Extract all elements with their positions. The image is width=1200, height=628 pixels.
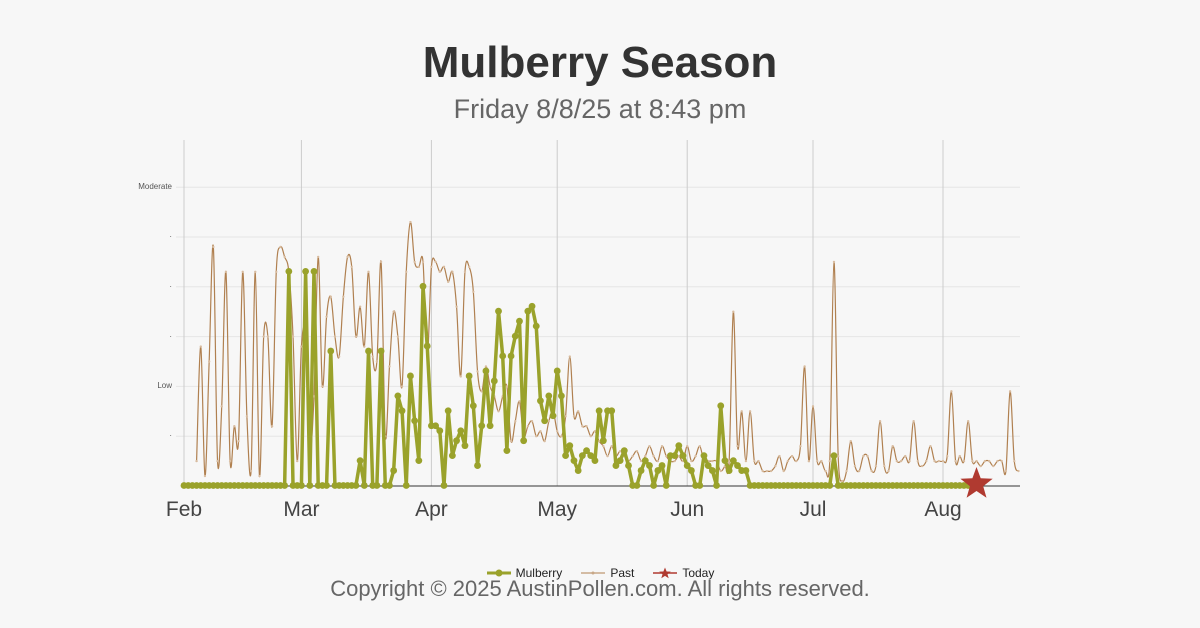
y-tick-label: · (169, 281, 172, 291)
y-tick-label: · (169, 431, 172, 441)
legend-item-mulberry[interactable]: Mulberry (486, 566, 563, 580)
x-tick-label: Feb (165, 498, 203, 521)
x-tick-label: Apr (415, 498, 448, 521)
today-star-icon (960, 467, 993, 498)
past-line-icon (581, 571, 606, 575)
x-tick-label: Mar (283, 498, 320, 521)
mulberry-line-icon (486, 569, 511, 577)
legend: Mulberry Past Today (0, 566, 1200, 580)
today-star-legend-icon (653, 567, 678, 579)
y-tick-label: · (169, 331, 172, 341)
legend-item-past[interactable]: Past (580, 566, 634, 580)
x-tick-label: May (537, 498, 578, 521)
x-tick-label: Aug (924, 498, 962, 521)
y-tick-label: · (169, 232, 172, 241)
legend-label: Past (610, 566, 635, 580)
chart-subtitle: Friday 8/8/25 at 8:43 pm (453, 94, 747, 124)
x-tick-label: Jun (670, 498, 705, 521)
legend-item-today[interactable]: Today (652, 566, 714, 580)
y-tick-label: Low (157, 381, 172, 391)
x-tick-label: Jul (799, 498, 827, 521)
copyright-footer: Copyright © 2025 AustinPollen.com. All r… (330, 576, 870, 601)
legend-label: Mulberry (515, 566, 563, 580)
legend-label: Today (682, 566, 715, 580)
chart-title: Mulberry Season (422, 38, 778, 87)
y-tick-label: Moderate (138, 182, 172, 192)
